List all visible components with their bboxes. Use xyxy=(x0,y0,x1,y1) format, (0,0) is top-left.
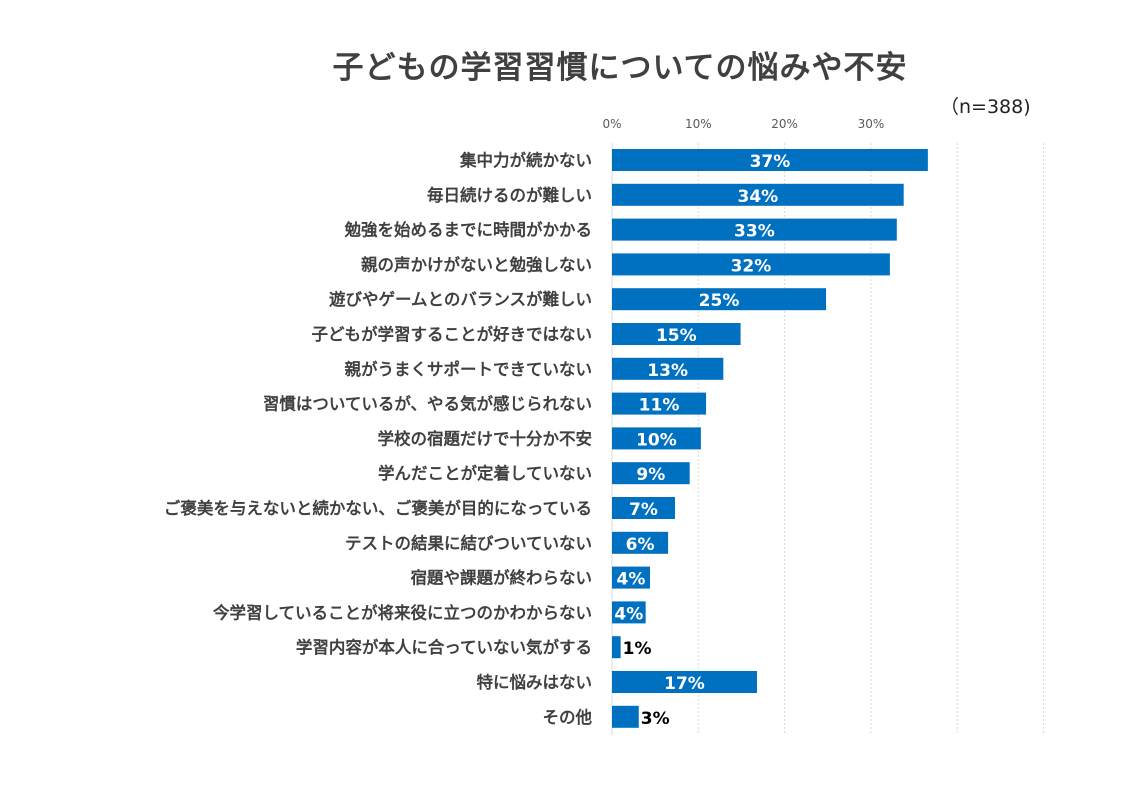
category-label: 学んだことが定着していない xyxy=(378,463,592,483)
x-tick-label: 0% xyxy=(602,117,621,131)
data-label: 32% xyxy=(731,256,772,276)
category-label: 毎日続けるのが難しい xyxy=(427,185,592,205)
category-label: 勉強を始めるまでに時間がかかる xyxy=(344,220,593,240)
data-label: 4% xyxy=(614,604,643,624)
category-label: 親がうまくサポートできていない xyxy=(345,359,593,379)
bar xyxy=(612,705,639,728)
x-tick-label: 10% xyxy=(685,117,712,131)
category-label: 宿題や課題が終わらない xyxy=(411,568,593,588)
data-label: 1% xyxy=(623,639,652,659)
data-label: 10% xyxy=(636,430,677,450)
data-label: 9% xyxy=(636,465,665,485)
category-label: 親の声かけがないと勉強しない xyxy=(361,254,592,274)
bar xyxy=(612,601,646,624)
category-label: 特に悩みはない xyxy=(477,672,593,692)
data-label: 11% xyxy=(639,396,680,416)
data-label: 6% xyxy=(626,535,655,555)
category-label: 集中力が続かない xyxy=(459,150,592,170)
data-label: 34% xyxy=(737,187,778,207)
bar xyxy=(612,149,928,171)
bar xyxy=(612,218,897,241)
category-label: ご褒美を与えないと続かない、ご褒美が目的になっている xyxy=(164,498,592,518)
data-label: 17% xyxy=(664,674,705,694)
data-label: 13% xyxy=(647,361,688,381)
bar xyxy=(612,497,675,519)
bar xyxy=(612,427,701,450)
category-label: 遊びやゲームとのバランスが難しい xyxy=(329,289,592,309)
chart-title: 子どもの学習習慣についての悩みや不安 xyxy=(332,50,908,86)
bar xyxy=(612,462,690,485)
category-label: 習慣はついているが、やる気が感じられない xyxy=(263,394,592,414)
bar xyxy=(612,671,757,693)
x-tick-label: 20% xyxy=(771,117,798,131)
x-tick-label: 30% xyxy=(858,117,885,131)
bar xyxy=(612,253,890,276)
bar xyxy=(612,323,741,345)
bar xyxy=(612,566,650,589)
bar xyxy=(612,636,621,659)
bar xyxy=(612,183,904,206)
category-label: テストの結果に結びついていない xyxy=(345,533,592,553)
data-label: 7% xyxy=(629,500,658,520)
bar xyxy=(612,288,827,311)
data-label: 25% xyxy=(699,291,740,311)
bar xyxy=(612,392,707,415)
data-label: 33% xyxy=(734,222,775,242)
category-label: 子どもが学習することが好きではない xyxy=(312,324,593,344)
category-label: その他 xyxy=(543,707,593,727)
data-label: 37% xyxy=(750,152,791,172)
sample-size: （n=388) xyxy=(940,96,1031,118)
data-label: 3% xyxy=(641,709,670,729)
data-label: 4% xyxy=(617,570,646,590)
category-label: 学習内容が本人に合っていない気がする xyxy=(296,637,592,657)
bar xyxy=(612,357,724,380)
bar xyxy=(612,531,669,554)
category-label: 学校の宿題だけで十分か不安 xyxy=(378,428,593,448)
category-label: 今学習していることが将来役に立つのかわからない xyxy=(212,602,592,622)
data-label: 15% xyxy=(656,326,697,346)
